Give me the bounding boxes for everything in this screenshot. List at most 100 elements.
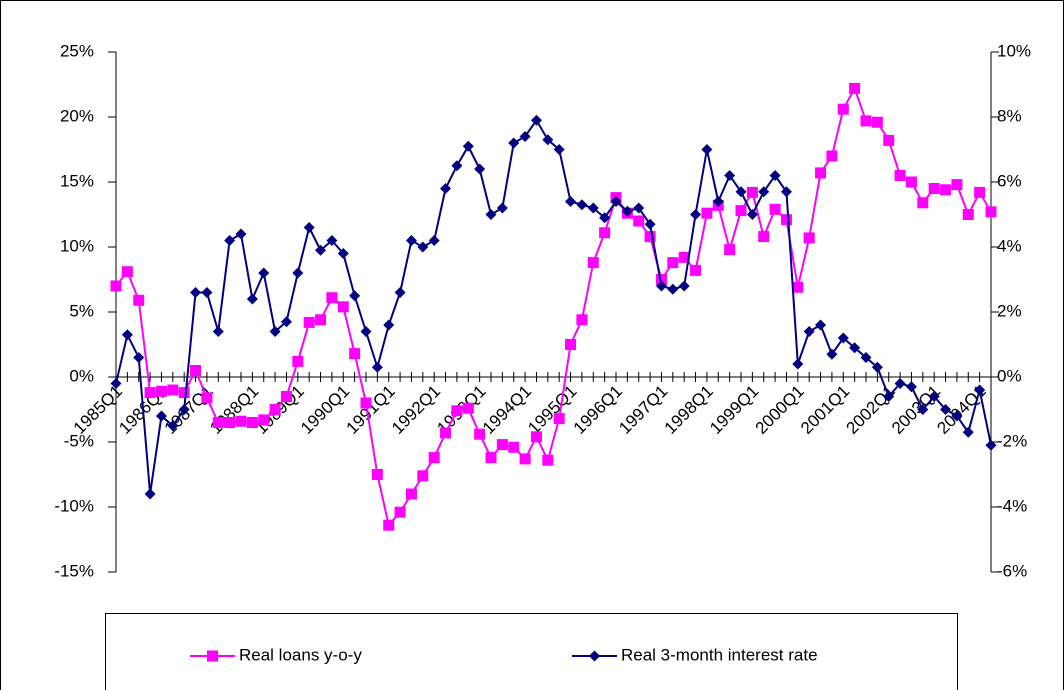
point-marker (792, 281, 804, 293)
point-marker (780, 186, 792, 198)
point-marker (269, 404, 281, 415)
legend-box (105, 613, 958, 690)
y2-tick-label: 0% (997, 366, 1022, 385)
point-marker (746, 186, 758, 198)
point-marker (258, 414, 270, 426)
point-marker (349, 348, 361, 360)
point-marker (155, 410, 167, 422)
point-marker (190, 287, 202, 298)
point-marker (837, 332, 849, 344)
point-marker (769, 203, 781, 215)
point-marker (394, 506, 406, 518)
point-marker (144, 387, 156, 399)
point-marker (735, 205, 747, 217)
point-marker (246, 293, 258, 305)
y-tick-label: -10% (54, 496, 94, 515)
point-marker (133, 352, 145, 363)
point-marker (201, 392, 213, 404)
point-marker (690, 264, 702, 276)
point-marker (519, 131, 531, 142)
y2-tick-label: -6% (997, 561, 1027, 580)
point-marker (917, 197, 929, 209)
point-marker (655, 280, 667, 292)
y2-tick-label: 6% (997, 171, 1022, 190)
point-marker (451, 160, 463, 172)
point-marker (951, 410, 963, 422)
point-marker (690, 209, 702, 220)
point-marker (758, 186, 770, 198)
point-marker (144, 488, 156, 500)
point-marker (315, 244, 327, 256)
point-marker (599, 212, 611, 224)
point-marker (474, 428, 486, 440)
point-marker (803, 232, 815, 244)
point-marker (360, 397, 372, 409)
point-marker (758, 231, 770, 243)
point-marker (485, 452, 497, 464)
point-marker (315, 314, 327, 326)
y2-tick-label: 10% (997, 41, 1031, 60)
point-marker (349, 290, 361, 302)
point-marker (576, 314, 588, 326)
point-marker (712, 196, 724, 207)
point-marker (701, 207, 713, 219)
point-marker (121, 266, 133, 278)
y2-tick-label: 2% (997, 301, 1022, 320)
point-marker (292, 355, 304, 367)
point-marker (280, 391, 292, 402)
point-marker (860, 115, 872, 127)
point-marker (826, 150, 838, 162)
point-marker (974, 186, 986, 198)
y-tick-label: 10% (60, 236, 94, 255)
point-marker (701, 144, 713, 155)
point-marker (110, 280, 122, 292)
point-marker (360, 326, 372, 337)
point-marker (280, 316, 292, 328)
point-marker (724, 244, 736, 256)
point-marker (178, 404, 190, 415)
point-marker (849, 82, 861, 94)
point-marker (905, 176, 917, 188)
point-marker (985, 206, 997, 218)
point-marker (417, 470, 429, 482)
point-marker (962, 426, 974, 438)
point-marker (224, 235, 236, 246)
point-marker (451, 405, 463, 417)
point-marker (985, 439, 997, 451)
point-marker (167, 420, 179, 432)
y-tick-label: 15% (60, 171, 94, 190)
point-marker (746, 209, 758, 220)
point-marker (530, 114, 542, 126)
y-tick-label: 0% (69, 366, 94, 385)
point-marker (496, 202, 508, 214)
point-marker (553, 413, 565, 425)
point-marker (553, 144, 565, 155)
point-marker (678, 251, 690, 263)
point-marker (405, 235, 417, 246)
point-marker (337, 301, 349, 313)
point-marker (428, 452, 440, 464)
point-marker (974, 384, 986, 396)
y2-tick-label: 4% (997, 236, 1022, 255)
legend-marker (589, 650, 600, 662)
point-marker (815, 319, 827, 331)
point-marker (633, 215, 645, 227)
point-marker (769, 170, 781, 181)
point-marker (133, 294, 145, 306)
point-marker (871, 116, 883, 128)
point-marker (190, 365, 202, 376)
point-marker (905, 381, 917, 393)
y-tick-label: -5% (64, 431, 94, 450)
point-marker (121, 329, 133, 341)
point-marker (303, 316, 315, 328)
point-marker (621, 205, 633, 217)
point-marker (633, 202, 645, 214)
point-marker (871, 361, 883, 373)
point-marker (542, 134, 554, 146)
y-tick-label: 20% (60, 106, 94, 125)
point-marker (178, 387, 190, 399)
point-marker (917, 404, 929, 415)
point-marker (371, 469, 383, 480)
